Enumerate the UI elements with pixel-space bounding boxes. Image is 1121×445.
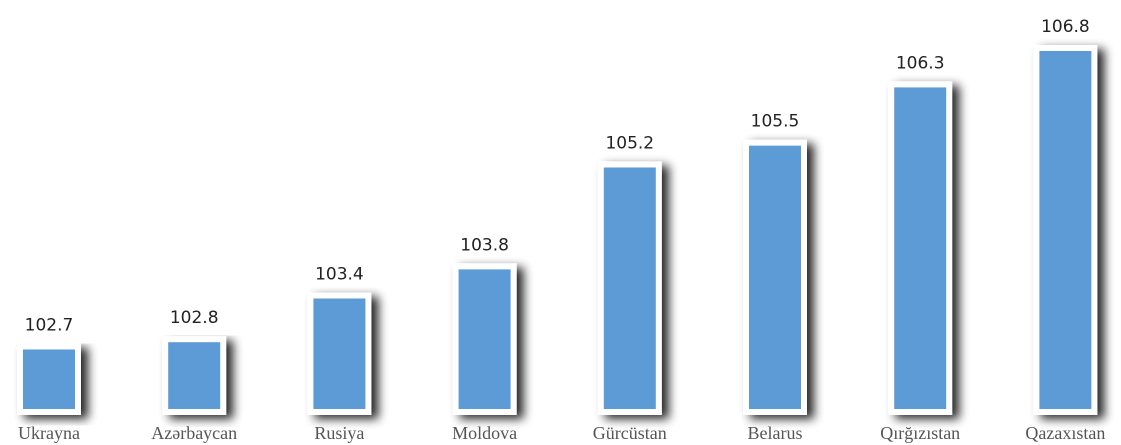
value-label: 106.8 — [1041, 17, 1090, 37]
bar-qazaxıstan — [1033, 45, 1098, 415]
value-label: 106.3 — [896, 53, 945, 73]
category-label: Qazaxıstan — [1025, 423, 1105, 443]
bar-rusiya — [307, 292, 372, 415]
category-labels-group: Ukrayna Azərbaycan Rusiya Moldova Gürcüstan B… — [18, 423, 1105, 443]
category-label: Qırğızıstan — [880, 423, 960, 443]
value-label: 105.5 — [751, 112, 800, 132]
bar-ukrayna — [17, 343, 81, 416]
bar-qırğızıstan — [888, 81, 953, 416]
bars-group — [17, 45, 1098, 416]
category-label: Gürcüstan — [593, 423, 667, 443]
value-label: 105.2 — [605, 133, 654, 153]
category-label: Moldova — [452, 423, 517, 443]
bar-gürcüstan — [597, 161, 662, 415]
value-label: 103.8 — [460, 235, 509, 255]
value-label: 103.4 — [315, 265, 364, 285]
bar-moldova — [452, 263, 517, 415]
bar-belarus — [743, 139, 807, 415]
category-label: Rusiya — [314, 423, 364, 443]
bar-azərbaycan — [162, 336, 227, 416]
value-labels-group: 102.7 102.8 103.4 103.8 105.2 105.5 106.3 106.8 — [25, 17, 1090, 335]
category-label: Belarus — [748, 423, 803, 443]
category-label: Azərbaycan — [151, 423, 237, 443]
category-label: Ukrayna — [18, 423, 80, 443]
value-label: 102.8 — [170, 308, 219, 328]
value-label: 102.7 — [25, 315, 74, 335]
